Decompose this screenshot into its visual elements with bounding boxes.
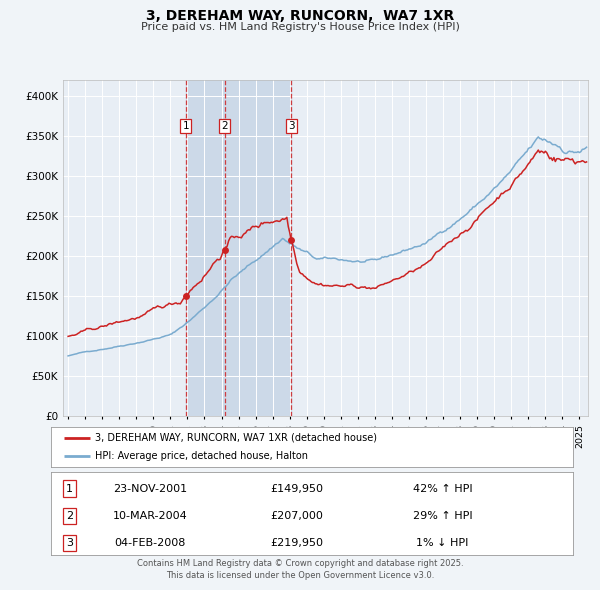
Text: 23-NOV-2001: 23-NOV-2001: [113, 484, 187, 493]
Text: £207,000: £207,000: [270, 511, 323, 521]
Bar: [185, 80, 292, 416]
Text: 10-MAR-2004: 10-MAR-2004: [113, 511, 188, 521]
Text: £149,950: £149,950: [270, 484, 323, 493]
Text: 2: 2: [66, 511, 73, 521]
Text: 3: 3: [66, 538, 73, 548]
Text: £219,950: £219,950: [270, 538, 323, 548]
Text: Price paid vs. HM Land Registry's House Price Index (HPI): Price paid vs. HM Land Registry's House …: [140, 22, 460, 32]
Text: HPI: Average price, detached house, Halton: HPI: Average price, detached house, Halt…: [95, 451, 308, 461]
Text: 29% ↑ HPI: 29% ↑ HPI: [413, 511, 472, 521]
Text: Contains HM Land Registry data © Crown copyright and database right 2025.: Contains HM Land Registry data © Crown c…: [137, 559, 463, 568]
Text: 3, DEREHAM WAY, RUNCORN,  WA7 1XR: 3, DEREHAM WAY, RUNCORN, WA7 1XR: [146, 9, 454, 23]
Text: 3: 3: [288, 121, 295, 131]
Text: This data is licensed under the Open Government Licence v3.0.: This data is licensed under the Open Gov…: [166, 571, 434, 579]
Text: 2: 2: [221, 121, 228, 131]
Text: 42% ↑ HPI: 42% ↑ HPI: [413, 484, 472, 493]
Text: 1: 1: [182, 121, 189, 131]
Text: 1: 1: [66, 484, 73, 493]
Text: 3, DEREHAM WAY, RUNCORN, WA7 1XR (detached house): 3, DEREHAM WAY, RUNCORN, WA7 1XR (detach…: [95, 433, 377, 443]
Text: 1% ↓ HPI: 1% ↓ HPI: [416, 538, 469, 548]
Text: 04-FEB-2008: 04-FEB-2008: [115, 538, 186, 548]
